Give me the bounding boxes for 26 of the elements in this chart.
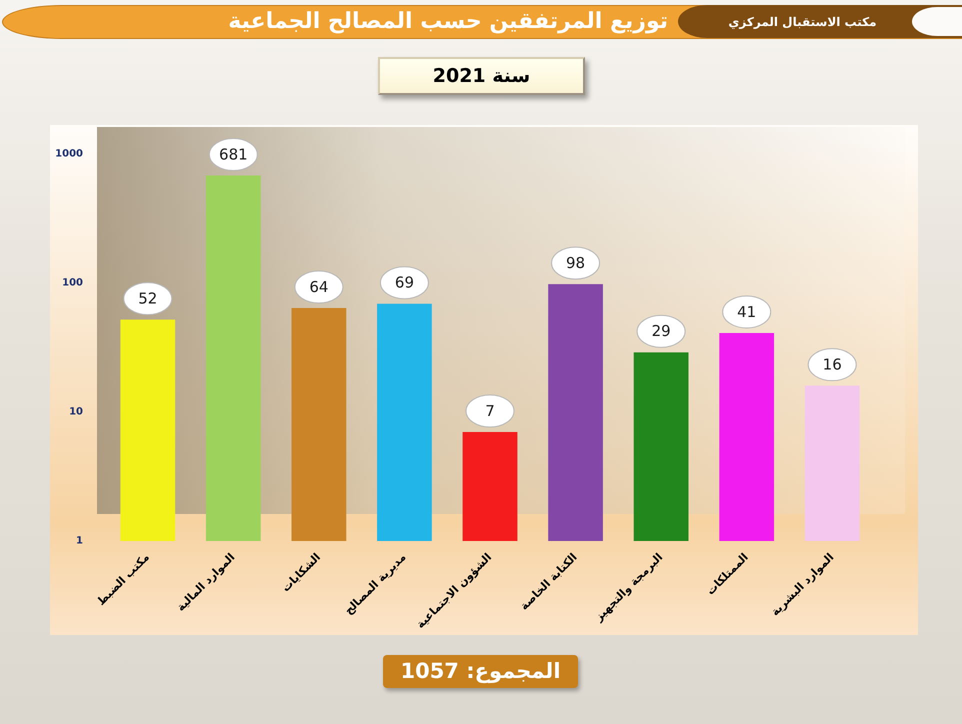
data-label: 681 <box>219 145 248 164</box>
y-tick-label: 100 <box>62 278 84 289</box>
data-label: 69 <box>394 274 414 292</box>
x-tick-label: الشؤون الاجتماعية <box>414 550 494 631</box>
data-label: 29 <box>652 322 671 340</box>
data-label: 7 <box>485 402 495 420</box>
text: المجموع: 1057 <box>383 655 578 688</box>
x-tick-label: الموارد البشرية <box>768 550 836 618</box>
x-tick-label: الكتابة الخاصة <box>518 550 580 613</box>
x-tick-label: مكتب الضبط <box>94 550 152 608</box>
text: مكتب الاستقبال المركزي <box>727 14 878 31</box>
x-tick-label: البرمجة والتجهيز <box>592 550 666 624</box>
data-label: 98 <box>566 254 586 272</box>
x-tick-label: الموارد المالية <box>174 550 238 614</box>
data-label: 41 <box>737 302 756 321</box>
y-tick-label: 1 <box>76 536 84 547</box>
data-label: 16 <box>822 356 842 374</box>
x-tick-label: مديرية المصالح <box>342 550 409 618</box>
y-tick-label: 10 <box>69 406 84 418</box>
x-tick-label: الممتلكات <box>704 550 751 598</box>
data-label: 64 <box>309 278 328 296</box>
chart-title: توزيع المرتفقين حسب المصالح الجماعية <box>227 8 668 36</box>
x-tick-label: الشكايات <box>279 550 324 594</box>
chart-subtitle: سنة 2021 <box>378 57 585 95</box>
data-label: 52 <box>138 290 158 308</box>
y-tick-label: 1000 <box>55 148 84 160</box>
